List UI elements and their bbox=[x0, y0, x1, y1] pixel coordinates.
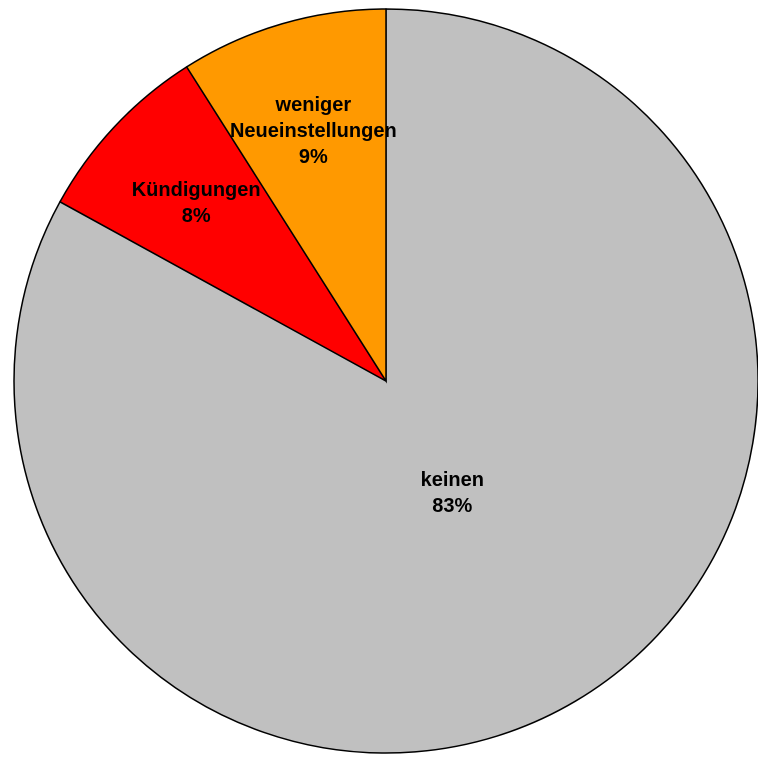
value-label: 8% bbox=[181, 204, 211, 227]
value-label: 9% bbox=[298, 145, 328, 168]
slice-label: keinen 83% bbox=[421, 467, 484, 519]
category-label: weniger Neueinstellungen bbox=[229, 93, 397, 142]
category-label: Kündigungen bbox=[131, 178, 261, 201]
pie-slice bbox=[58, 65, 387, 382]
category-label: keinen bbox=[420, 469, 484, 492]
slice-label: weniger Neueinstellungen 9% bbox=[218, 92, 408, 170]
slice-label: Kündigungen 8% bbox=[132, 177, 261, 229]
value-label: 83% bbox=[432, 495, 473, 518]
pie-slice bbox=[185, 8, 387, 384]
